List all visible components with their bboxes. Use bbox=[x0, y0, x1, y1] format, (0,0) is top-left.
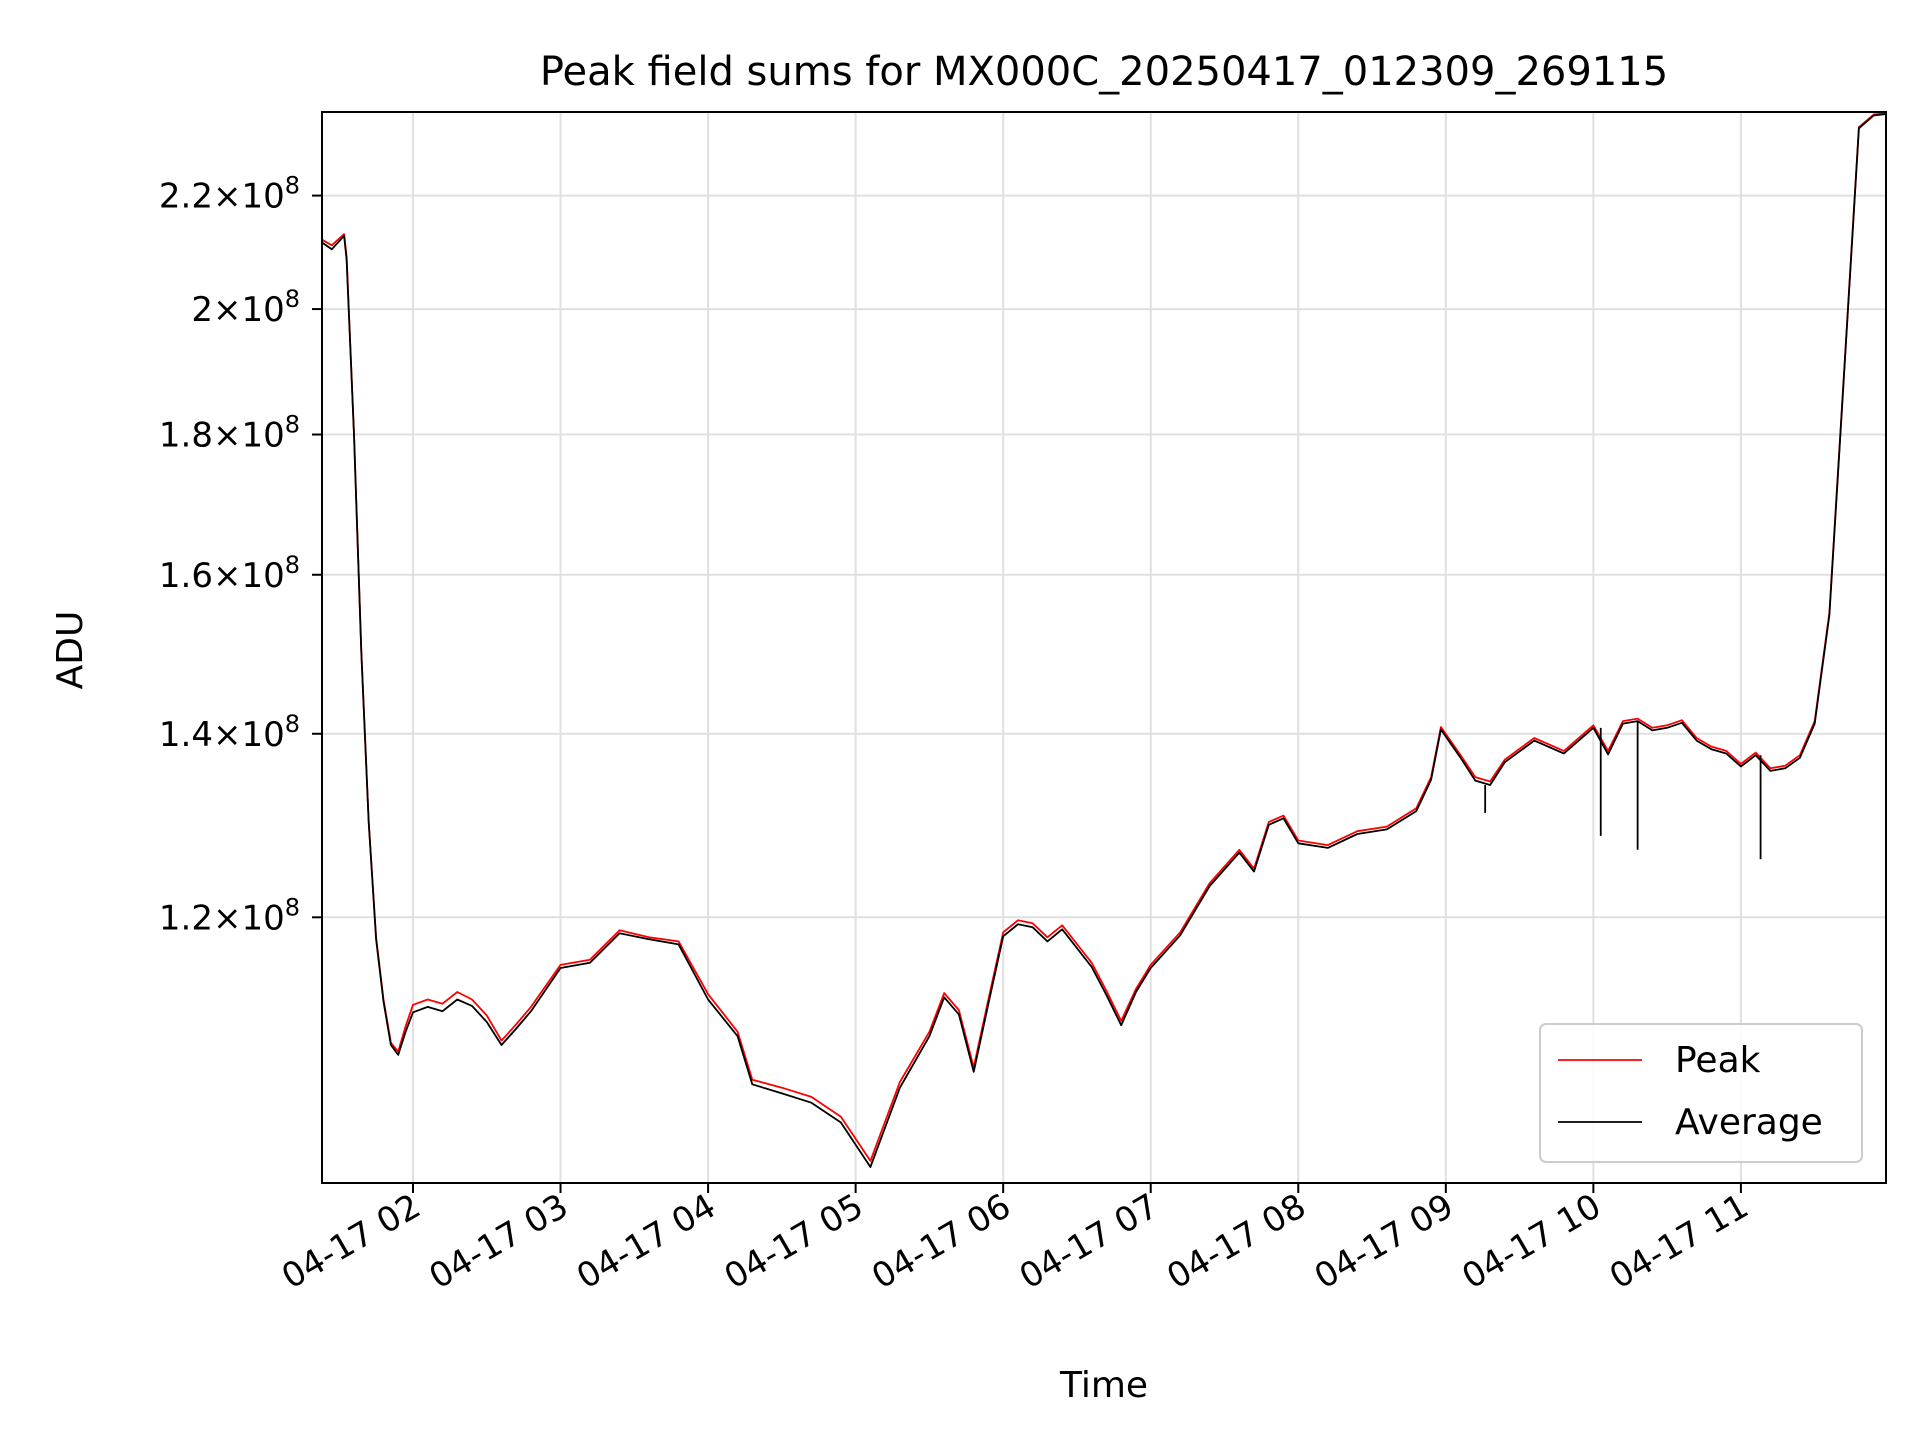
y-tick-label: 2.2×108 bbox=[159, 172, 300, 217]
legend-label-peak: Peak bbox=[1675, 1040, 1761, 1081]
y-tick-label: 1.4×108 bbox=[159, 710, 300, 755]
x-axis-label: Time bbox=[1059, 1365, 1148, 1406]
y-tick-label: 1.2×108 bbox=[159, 893, 300, 938]
series-line-peak bbox=[321, 112, 1887, 1162]
legend-box bbox=[1539, 1023, 1863, 1163]
chart-title: Peak field sums for MX000C_20250417_0123… bbox=[540, 49, 1668, 95]
plot-area-frame bbox=[321, 111, 1887, 1184]
legend-label-average: Average bbox=[1675, 1102, 1823, 1143]
grid bbox=[322, 112, 1886, 1183]
y-tick-label: 2×108 bbox=[191, 285, 300, 330]
y-axis-label: ADU bbox=[50, 611, 91, 690]
series-group bbox=[321, 112, 1887, 1168]
legend: Peak Average bbox=[1539, 1023, 1863, 1163]
series-line-average bbox=[321, 113, 1887, 1168]
y-tick-label: 1.8×108 bbox=[159, 411, 300, 456]
y-tick-label: 1.6×108 bbox=[159, 551, 300, 596]
y-axis: 1.2×108 1.4×108 1.6×108 1.8×108 2×108 2.2×108 bbox=[159, 172, 322, 938]
